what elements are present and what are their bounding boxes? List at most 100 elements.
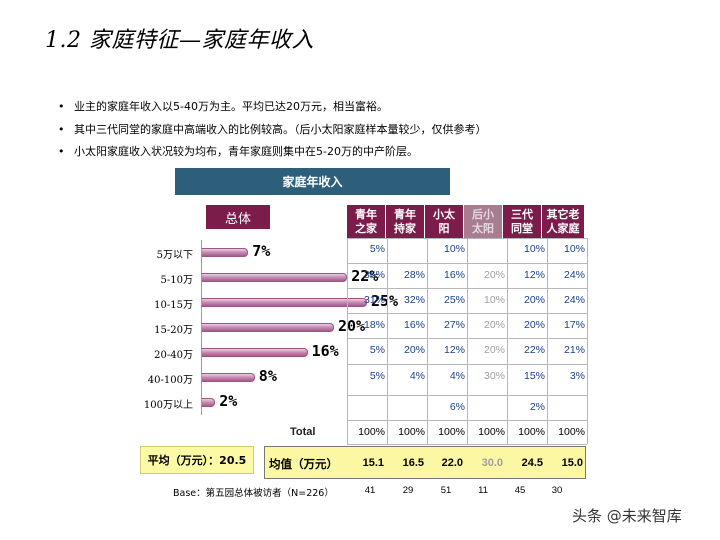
grid-line [587, 238, 588, 444]
table-cell: 31% [363, 294, 385, 306]
total-cell: 100% [358, 426, 385, 438]
bullet-list: 业主的家庭年收入以5-40万为主。平均已达20万元，相当富裕。 其中三代同堂的家… [58, 96, 698, 164]
column-header: 青年 之家 [347, 205, 385, 238]
bar [202, 373, 255, 382]
total-row-label: Total [290, 426, 316, 438]
table-cell: 30% [483, 370, 505, 382]
column-header: 小太阳 [425, 205, 463, 238]
average-value: 30.0 [481, 457, 503, 469]
table-cell: 10% [563, 243, 585, 255]
table-cell: 18% [363, 319, 385, 331]
table-cell: 27% [443, 319, 465, 331]
section-header: 家庭年收入 [175, 168, 450, 195]
table-cell: 12% [523, 269, 545, 281]
slide-title: 1.2 家庭特征—家庭年收入 [45, 28, 314, 53]
table-cell: 32% [403, 294, 425, 306]
bar-row: 5万以下 7% [130, 242, 360, 264]
table-cell: 4% [449, 370, 465, 382]
table-cell: 15% [523, 370, 545, 382]
column-header: 其它老 人家庭 [542, 205, 584, 238]
bar-row: 15-20万 20% [130, 317, 365, 339]
bar [202, 273, 348, 282]
table-cell: 3% [569, 370, 585, 382]
average-value: 16.5 [402, 457, 424, 469]
table-cell: 12% [443, 344, 465, 356]
bar-value-label: 25% [371, 292, 399, 310]
bar [202, 398, 216, 407]
table-cell: 10% [523, 243, 545, 255]
table-cell: 21% [563, 344, 585, 356]
average-value: 24.5 [521, 457, 543, 469]
table-cell: 24% [563, 294, 585, 306]
bar-axis [201, 240, 202, 415]
overall-label: 总体 [206, 205, 270, 229]
grid-line [427, 238, 428, 444]
watermark: 头条 @未来智库 [572, 507, 682, 525]
bullet-item: 小太阳家庭收入状况较为均布，青年家庭则集中在5-20万的中产阶层。 [58, 141, 698, 164]
total-cell: 100% [478, 426, 505, 438]
table-cell: 16% [403, 319, 425, 331]
bullet-item: 业主的家庭年收入以5-40万为主。平均已达20万元，相当富裕。 [58, 96, 698, 119]
table-cell: 20% [523, 294, 545, 306]
total-cell: 100% [398, 426, 425, 438]
table-cell: 20% [483, 344, 505, 356]
bar-value-label: 20% [338, 317, 366, 335]
table-cell: 36% [363, 269, 385, 281]
table-cell: 16% [443, 269, 465, 281]
table-cell: 5% [369, 344, 385, 356]
bar-row: 10-15万 25% [130, 292, 398, 314]
table-cell: 20% [483, 319, 505, 331]
table-cell: 25% [443, 294, 465, 306]
column-header-line: 太阳 [472, 221, 494, 235]
bar-value-label: 22% [351, 267, 379, 285]
table-cell: 5% [369, 370, 385, 382]
column-header-line: 青年 [394, 207, 416, 221]
column-header-line: 持家 [394, 221, 416, 235]
base-value: 11 [478, 485, 488, 496]
grid-line [467, 238, 468, 444]
table-cell: 20% [403, 344, 425, 356]
total-cell: 100% [558, 426, 585, 438]
base-value: 30 [551, 485, 563, 496]
bar-row: 100万以上 2% [130, 392, 360, 414]
base-value: 41 [364, 485, 376, 496]
bar-category-label: 5万以下 [156, 250, 193, 261]
table-cell: 2% [529, 401, 545, 413]
grid-line [507, 238, 508, 444]
column-header: 三代 同堂 [503, 205, 541, 238]
bar-category-label: 20-40万 [154, 350, 193, 361]
total-cell: 100% [438, 426, 465, 438]
bar [202, 248, 249, 257]
average-value: 22.0 [441, 457, 463, 469]
bar-value-label: 8% [258, 367, 277, 385]
table-cell: 20% [523, 319, 545, 331]
table-cell: 22% [523, 344, 545, 356]
bar-row: 5-10万 22% [130, 267, 379, 289]
bar-category-label: 5-10万 [160, 275, 193, 286]
overall-bar-chart: 5万以下 7% 5-10万 22% 10-15万 25% 15-20万 20% 20-40万 16… [130, 240, 398, 415]
bar-category-label: 15-20万 [154, 325, 193, 336]
base-value: 45 [514, 485, 526, 496]
table-cell: 6% [449, 401, 465, 413]
column-header-line: 小太 [433, 207, 455, 221]
bar-row: 20-40万 16% [130, 342, 360, 364]
segment-average-row: 均值（万元） 15.1 16.5 22.0 30.0 24.5 15.0 [264, 446, 586, 479]
column-header-line: 人家庭 [546, 221, 580, 235]
total-cell: 100% [518, 426, 545, 438]
table-cell: 10% [443, 243, 465, 255]
table-cell: 24% [563, 269, 585, 281]
column-header-line: 后小 [472, 207, 494, 221]
bar [202, 298, 367, 307]
grid-line [387, 238, 388, 444]
average-row-label: 均值（万元） [269, 457, 338, 471]
column-header: 后小 太阳 [464, 205, 502, 238]
bar-category-label: 100万以上 [143, 400, 193, 411]
table-cell: 20% [483, 269, 505, 281]
bar-value-label: 2% [219, 392, 238, 410]
column-header-line: 同堂 [511, 221, 533, 235]
base-note: Base：第五园总体被访者（N=226） [173, 488, 334, 499]
column-header-line: 阳 [438, 221, 450, 235]
base-value: 29 [402, 485, 414, 496]
column-header: 青年 持家 [386, 205, 424, 238]
bar-value-label: 16% [311, 342, 339, 360]
